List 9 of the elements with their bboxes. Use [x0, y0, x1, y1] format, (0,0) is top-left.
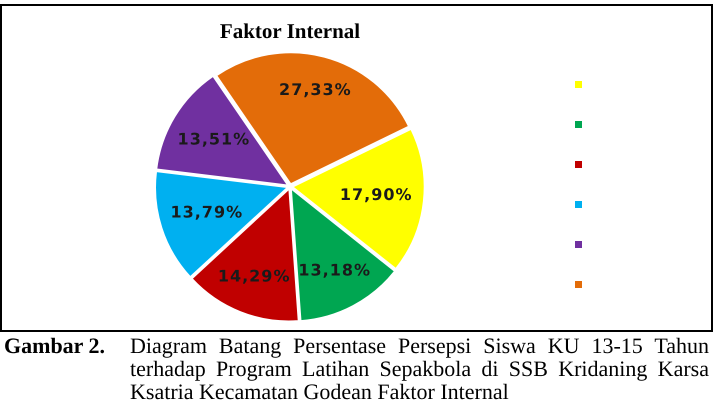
text: Diagram Batang Persentase Persepsi Siswa KU 13-15 Tahun terhadap Program Latihan Sepakbola di SSB Kridaning Karsa Ksatria Kecamatan Godean Faktor Internal: [130, 333, 709, 404]
data-label: 14,29%: [218, 266, 290, 286]
data-label: 13,79%: [170, 202, 244, 222]
text: Gambar 2.: [4, 333, 106, 360]
chart-title: Faktor Internal: [220, 19, 360, 44]
data-label: 17,90%: [340, 185, 413, 204]
data-label: 27,33%: [279, 80, 352, 99]
data-label: 13,51%: [178, 129, 250, 148]
data-label: 13,18%: [298, 260, 371, 280]
